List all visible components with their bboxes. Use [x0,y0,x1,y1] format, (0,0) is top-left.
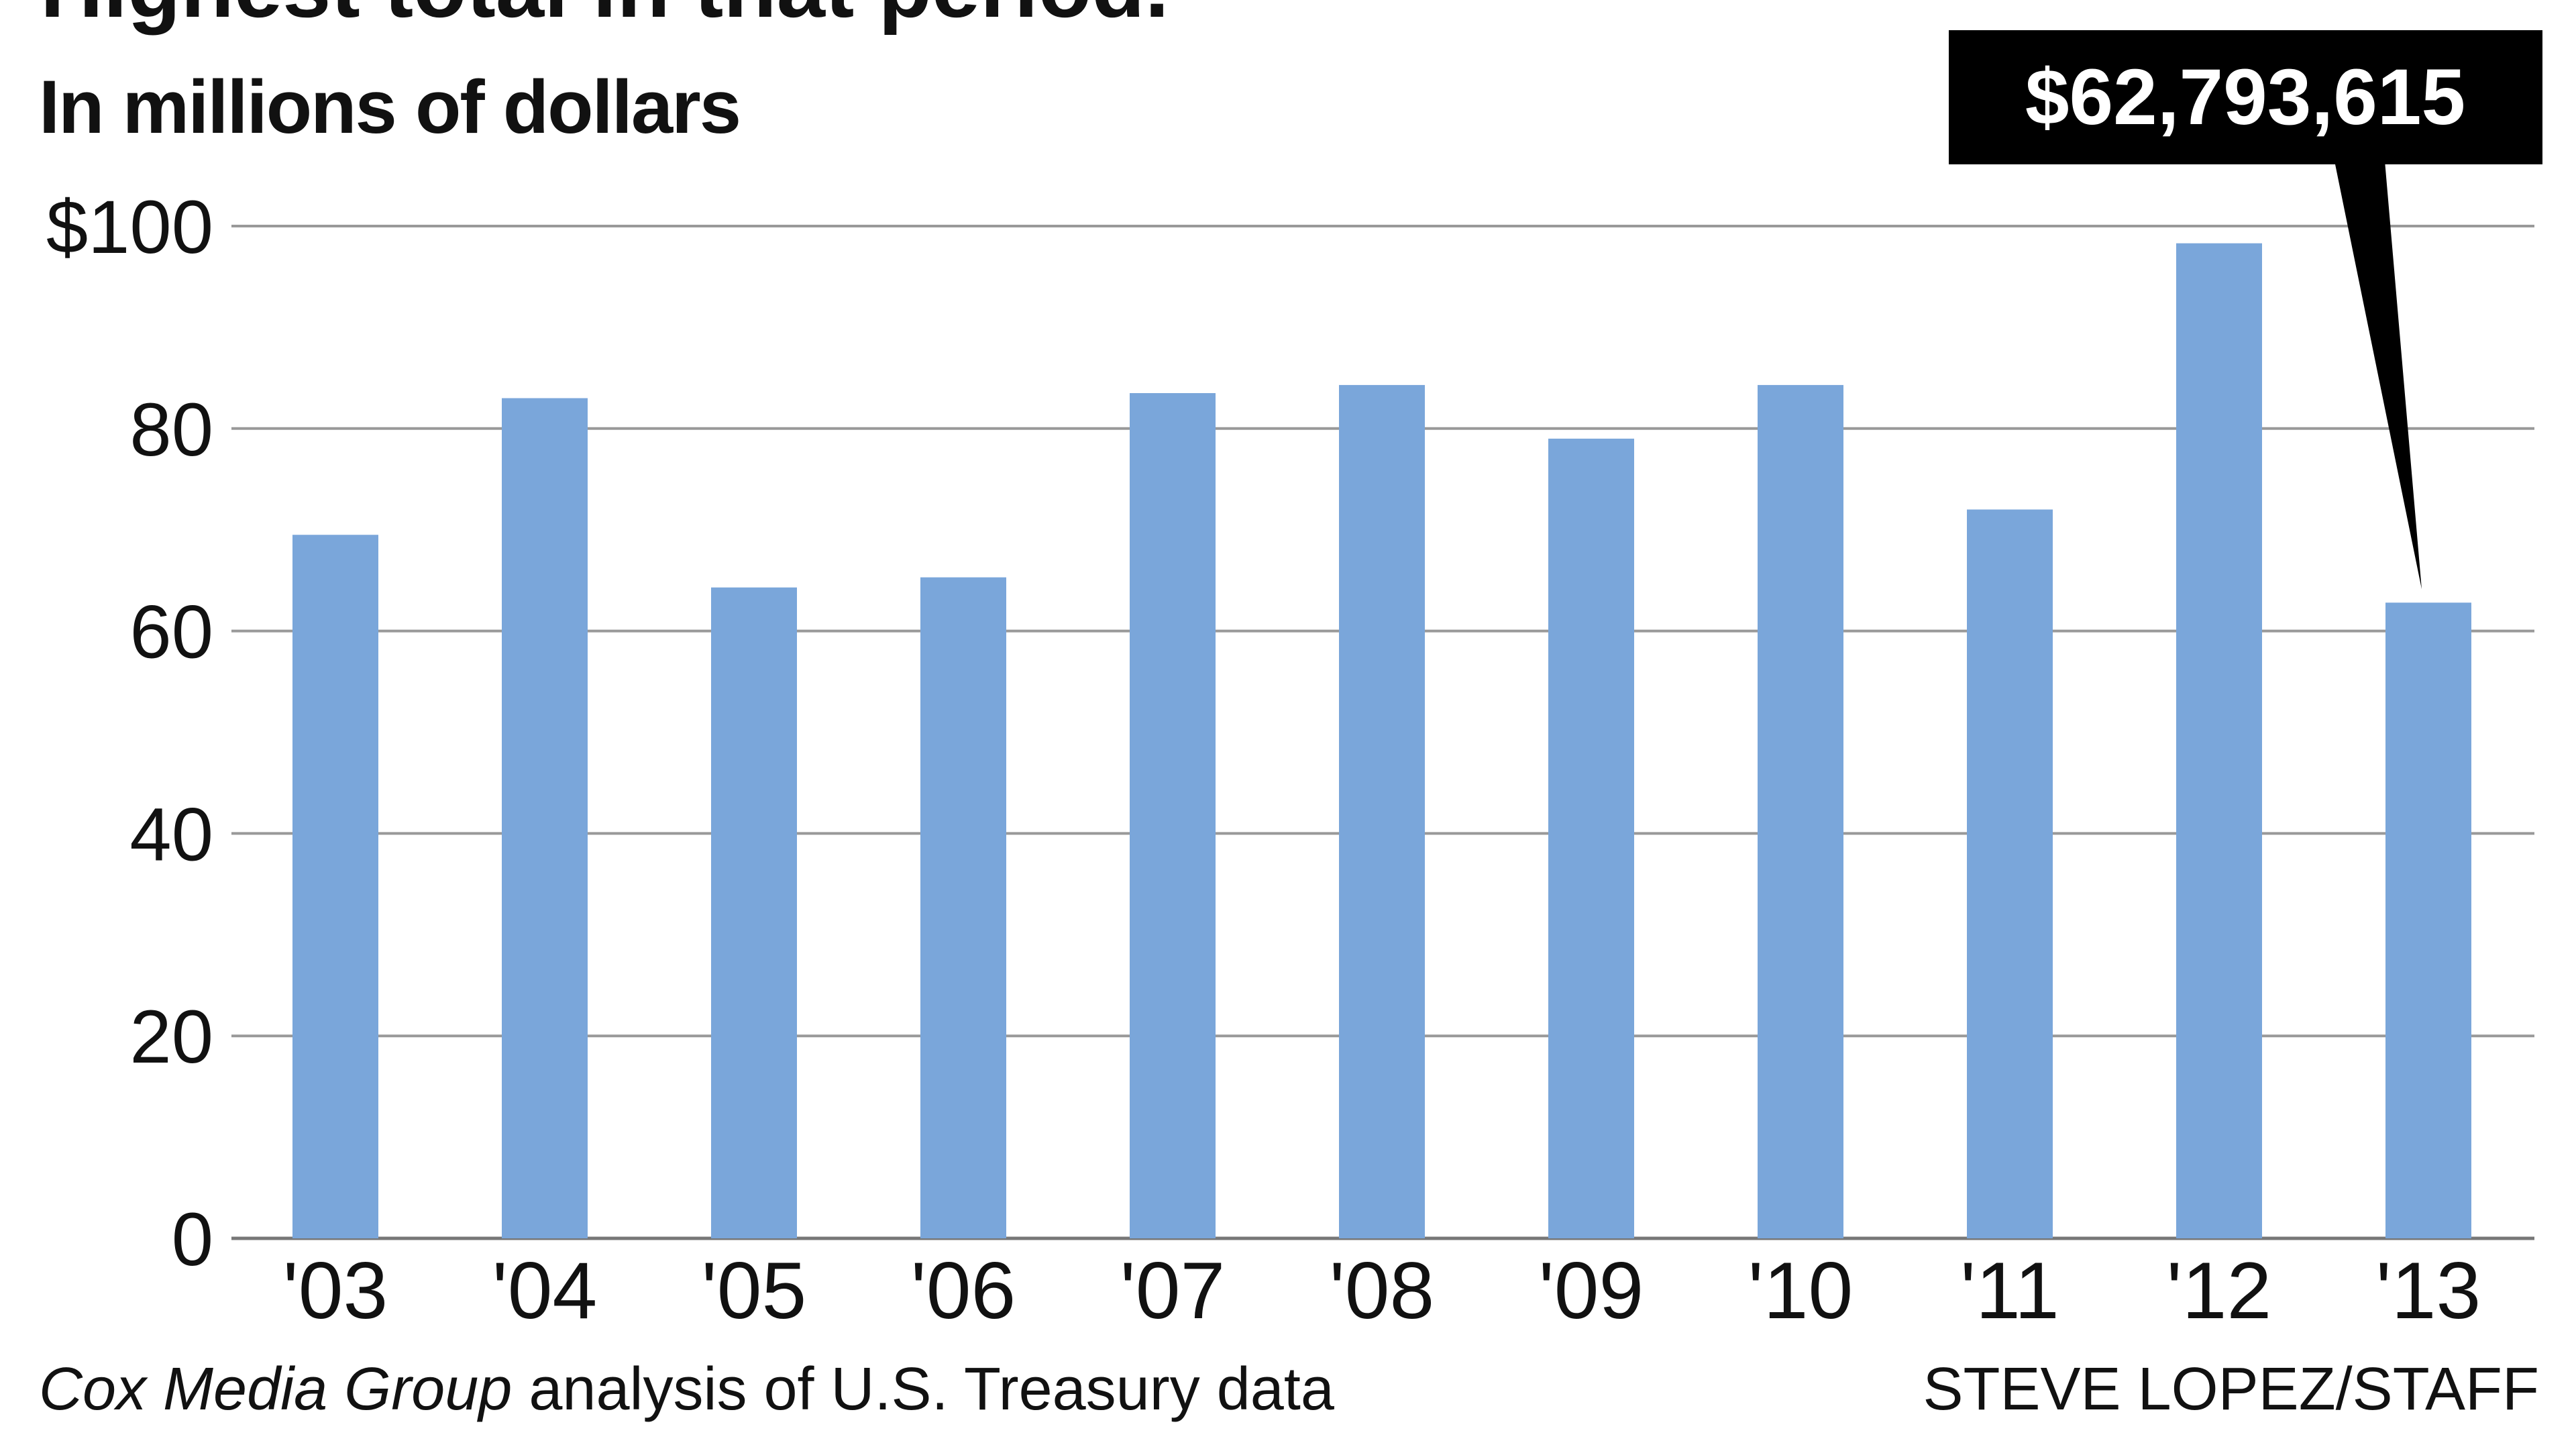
x-tick-label: '05 [702,1246,806,1336]
bar-03 [292,535,378,1238]
bar-13 [2385,602,2471,1238]
callout-label: $62,793,615 [2025,53,2465,142]
x-tick-label: '10 [1748,1246,1853,1336]
x-tick-label: '09 [1539,1246,1644,1336]
chart-title: Highest total in that period. [40,0,1169,37]
source-org: Cox Media Group [39,1356,513,1423]
x-tick-label: '08 [1330,1246,1434,1336]
x-tick-label: '12 [2167,1246,2271,1336]
bar-08 [1339,384,1425,1238]
x-tick-label: '07 [1120,1246,1225,1336]
source-note: Cox Media Group analysis of U.S. Treasur… [39,1355,1334,1424]
callout-box [1949,30,2542,164]
chart-subtitle: In millions of dollars [39,65,741,149]
bar-07 [1130,392,1216,1238]
x-tick-label: '04 [492,1246,597,1336]
bar-06 [920,577,1006,1238]
source-text: analysis of U.S. Treasury data [512,1356,1334,1423]
x-tick-label: '06 [911,1246,1016,1336]
x-tick-label: '13 [2376,1246,2481,1336]
y-tick-label: 0 [172,1197,213,1281]
callout-pointer [2334,161,2422,590]
credit: STEVE LOPEZ/STAFF [1923,1356,2539,1423]
x-tick-label: '11 [1960,1246,2059,1336]
y-tick-label: 80 [129,388,213,472]
bar-04 [502,398,588,1238]
y-tick-label: 20 [129,995,213,1079]
y-tick-label: 40 [129,792,213,876]
bar-12 [2176,243,2262,1238]
y-tick-label: 60 [129,590,213,674]
bar-10 [1758,384,1843,1238]
bar-05 [711,587,797,1238]
bar-11 [1967,509,2053,1238]
bar-09 [1548,438,1634,1238]
x-tick-label: '03 [283,1246,388,1336]
y-tick-label: $100 [46,185,213,269]
